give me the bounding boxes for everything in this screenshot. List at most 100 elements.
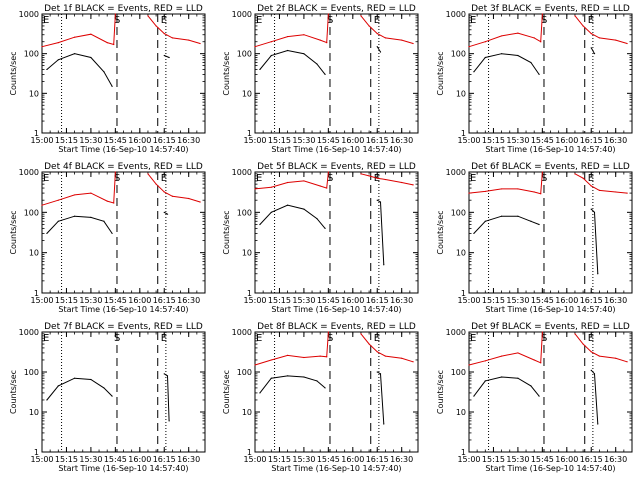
panel-5-point-lld xyxy=(368,175,370,177)
panel-1-point-lld xyxy=(147,15,149,17)
panel-3-ytick-label: 10 xyxy=(456,89,466,98)
panel-5-ytick-label: 1000 xyxy=(232,168,252,177)
panel-2-start-label: S xyxy=(327,15,333,26)
panel-5-frame xyxy=(254,171,419,294)
panel-1-series-events-1 xyxy=(164,55,170,58)
panel-4-start-label: S xyxy=(114,173,120,184)
panel-1-xtick-label: 16:15 xyxy=(153,136,176,145)
panel-1-start-label: S xyxy=(114,15,120,26)
panel-5-xtick-label: 15:15 xyxy=(268,296,291,305)
panel-1-xlabel: Start Time (16-Sep-10 14:57:40) xyxy=(58,145,188,154)
panel-3-ytick-label: 1 xyxy=(461,129,466,138)
panel-9-point-events xyxy=(530,385,532,387)
panel-6-series-lld-3 xyxy=(574,173,628,194)
panel-4-series-events-1 xyxy=(164,211,168,215)
panel-4-xlabel: Start Time (16-Sep-10 14:57:40) xyxy=(58,305,188,314)
panel-6-point-events xyxy=(590,208,592,210)
panel-1-series-lld-2 xyxy=(41,13,116,48)
panel-6-point-lld xyxy=(590,185,592,187)
panel-3-frame xyxy=(468,13,633,134)
panel-4-ylabel: Counts/sec xyxy=(9,210,18,254)
panel-7-xtick-label: 16:15 xyxy=(153,455,176,464)
panel-4-point-events xyxy=(74,215,76,217)
panel-9-point-events xyxy=(473,395,475,397)
panel-5-series-events-0 xyxy=(259,204,326,229)
panel-6-point-lld xyxy=(517,188,519,190)
panel-9-point-lld xyxy=(501,355,503,357)
panel-5-point-lld xyxy=(412,184,414,186)
panel-2-point-lld xyxy=(326,42,328,44)
panel-9-xtick-label: 15:30 xyxy=(506,455,529,464)
panel-4-point-events xyxy=(111,232,113,235)
panel-9-series-events-1 xyxy=(590,369,599,425)
panel-1-xtick-label: 15:30 xyxy=(79,136,102,145)
panel-8-xtick-label: 15:00 xyxy=(243,455,266,464)
panel-3-end-label: E xyxy=(588,15,594,26)
panel-3-point-lld xyxy=(541,13,543,15)
panel-2-series-lld-3 xyxy=(360,15,414,44)
panel-7-point-events xyxy=(103,387,105,389)
panel-4-point-lld xyxy=(106,200,108,202)
panel-8-xtick-label: 16:30 xyxy=(390,455,413,464)
panel-9-point-lld xyxy=(598,355,601,357)
panel-9-point-lld xyxy=(590,351,592,353)
panel-1-det-marker: E xyxy=(43,15,49,26)
panel-9-point-lld xyxy=(626,361,628,363)
panel-5-point-lld xyxy=(319,185,321,187)
panel-6-end-label: E xyxy=(588,173,594,184)
panel-8-point-events xyxy=(383,423,385,425)
panel-3-point-lld xyxy=(582,25,584,27)
panel-2-point-events xyxy=(324,73,326,76)
panel-9-xlabel: Start Time (16-Sep-10 14:57:40) xyxy=(485,464,615,473)
panel-5-ytick-label: 1 xyxy=(247,289,252,298)
panel-8-point-events xyxy=(270,377,272,379)
panel-9-title: Det 9f BLACK = Events, RED = LLD xyxy=(471,322,630,332)
panel-7-xtick-label: 15:00 xyxy=(30,455,53,464)
panel-4-point-lld xyxy=(113,202,115,204)
panel-2-frame xyxy=(254,13,419,134)
panel-2-point-events xyxy=(376,46,378,48)
panel-6-point-lld xyxy=(484,190,486,193)
panel-1-xtick-label: 15:00 xyxy=(30,136,53,145)
panel-8-ytick-label: 100 xyxy=(237,368,252,377)
panel-4-point-lld xyxy=(90,192,92,194)
panel-3-title: Det 3f BLACK = Events, RED = LLD xyxy=(471,4,630,14)
panel-1-xtick-label: 15:45 xyxy=(104,136,127,145)
panel-5-point-events xyxy=(324,227,326,229)
panel-1-point-lld xyxy=(155,25,157,27)
panel-6-ytick-label: 1000 xyxy=(446,168,466,177)
panel-1-point-events xyxy=(90,56,92,59)
panel-4-point-lld xyxy=(171,195,173,197)
panel-4-point-lld xyxy=(155,183,157,185)
panel-1-point-lld xyxy=(41,46,43,48)
panel-5-series-lld-3 xyxy=(360,173,414,186)
panel-6-point-lld xyxy=(540,193,542,195)
panel-6-point-lld xyxy=(533,191,535,193)
panel-8-series-events-0 xyxy=(259,375,326,394)
panel-3-point-lld xyxy=(468,46,470,48)
panel-3-xtick-label: 15:15 xyxy=(482,136,505,145)
panel-1-series-events-0 xyxy=(46,53,113,87)
panel-1-point-events xyxy=(74,53,76,55)
panel-8-point-lld xyxy=(303,356,305,359)
panel-1-point-lld xyxy=(57,42,59,44)
panel-2-series-events-1 xyxy=(376,46,381,53)
panel-5-point-events xyxy=(270,211,272,213)
panel-4-point-events xyxy=(166,213,169,215)
panel-4-xtick-label: 16:00 xyxy=(128,296,151,305)
panel-8-series-lld-3 xyxy=(360,333,414,363)
panel-1-ylabel: Counts/sec xyxy=(9,51,18,95)
panel-2-xtick-label: 16:30 xyxy=(390,136,413,145)
panel-2-point-lld xyxy=(303,34,305,36)
panel-3-point-lld xyxy=(598,37,601,39)
panel-8-xtick-label: 16:00 xyxy=(341,455,364,464)
panel-8-ytick-label: 1000 xyxy=(232,328,252,337)
panel-4-point-lld xyxy=(74,194,76,196)
panel-3-series-events-1 xyxy=(590,47,595,54)
panel-2-xtick-label: 16:15 xyxy=(366,136,389,145)
panel-6-ytick-label: 1 xyxy=(461,289,466,298)
panel-9-xtick-label: 15:45 xyxy=(531,455,554,464)
panel-1-title: Det 1f BLACK = Events, RED = LLD xyxy=(44,4,203,14)
panel-2-point-lld xyxy=(327,13,329,15)
panel-8-xtick-label: 15:15 xyxy=(268,455,291,464)
